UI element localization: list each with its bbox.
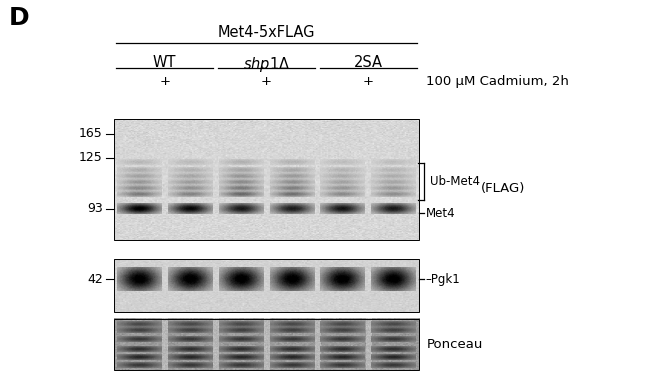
Text: –Pgk1: –Pgk1 (426, 273, 460, 285)
Text: 2SA: 2SA (354, 55, 383, 70)
Bar (114, 259, 419, 312)
Text: +: + (159, 75, 170, 88)
Text: WT: WT (153, 55, 176, 70)
Text: Met4-5xFLAG: Met4-5xFLAG (218, 25, 315, 40)
Text: 100 μM Cadmium, 2h: 100 μM Cadmium, 2h (426, 75, 569, 88)
Text: Ub-Met4: Ub-Met4 (430, 175, 480, 188)
Text: +: + (363, 75, 374, 88)
Text: 165: 165 (79, 127, 103, 140)
Text: 125: 125 (79, 151, 103, 164)
Text: $\mathit{shp1}\Delta$: $\mathit{shp1}\Delta$ (243, 55, 290, 74)
Bar (114, 319, 419, 370)
Text: 93: 93 (87, 202, 103, 215)
Text: (FLAG): (FLAG) (481, 181, 525, 195)
Text: 42: 42 (87, 273, 103, 285)
Text: +: + (261, 75, 272, 88)
Text: Met4: Met4 (426, 207, 456, 220)
Text: D: D (8, 6, 29, 29)
Text: Ponceau: Ponceau (427, 338, 484, 352)
Bar (114, 119, 419, 240)
